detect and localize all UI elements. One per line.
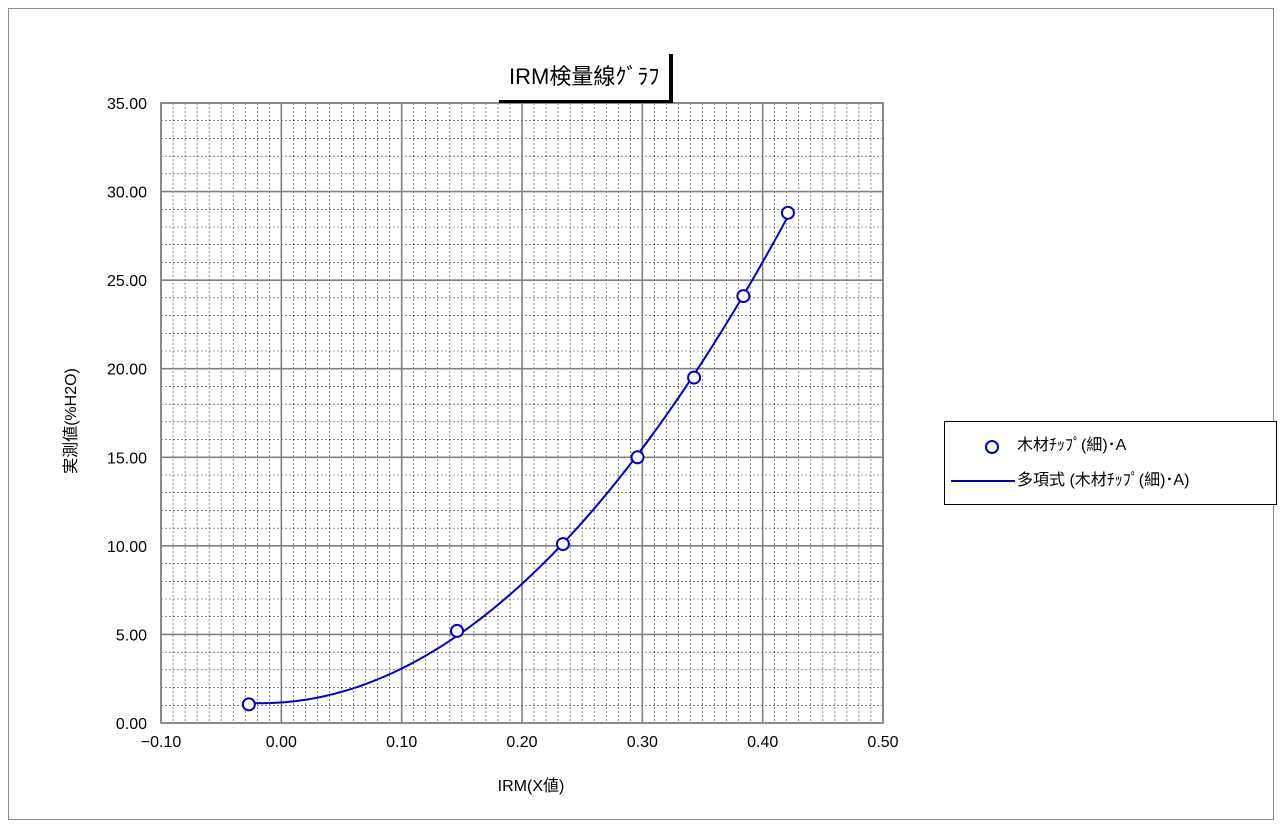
trendline xyxy=(248,215,789,705)
data-point xyxy=(450,623,465,638)
legend-label-trendline: 多項式 (木材ﾁｯﾌﾟ(細)･A) xyxy=(1017,472,1190,489)
y-tick-label: 10.00 xyxy=(107,539,147,556)
data-point xyxy=(241,697,256,712)
chart-area: −0.10 0.00 0.10 0.20 0.30 0.40 0.50 0.00 5.00 10.… xyxy=(8,8,1277,820)
data-point xyxy=(630,450,645,465)
y-tick-label: 20.00 xyxy=(107,362,147,379)
x-tick-label: 0.20 xyxy=(506,734,537,751)
data-point xyxy=(736,289,751,304)
chart-canvas: −0.10 0.00 0.10 0.20 0.30 0.40 0.500.005.0010.… xyxy=(107,96,899,751)
y-tick-label: 35.00 xyxy=(107,96,147,113)
y-tick-label: 0.00 xyxy=(116,716,147,733)
data-point xyxy=(687,370,702,385)
x-tick-label: 0.00 xyxy=(266,734,297,751)
x-tick-label: 0.50 xyxy=(867,734,898,751)
plot-border xyxy=(160,102,884,724)
y-tick-label: 5.00 xyxy=(116,627,147,644)
legend-label-points: 木材ﾁｯﾌﾟ(細)･A xyxy=(1017,437,1127,454)
y-tick-label: 25.00 xyxy=(107,273,147,290)
data-point xyxy=(555,537,570,552)
y-axis-label: 実測値(%H2O) xyxy=(63,368,80,474)
x-tick-label: −0.10 xyxy=(141,734,182,751)
y-tick-label: 30.00 xyxy=(107,185,147,202)
x-axis-label: IRM(X値) xyxy=(497,778,565,795)
line-marker-icon xyxy=(951,480,1015,482)
x-tick-label: 0.30 xyxy=(627,734,658,751)
x-tick-label: 0.10 xyxy=(386,734,417,751)
legend: 木材ﾁｯﾌﾟ(細)･A 多項式 (木材ﾁｯﾌﾟ(細)･A) xyxy=(944,421,1277,505)
circle-marker-icon xyxy=(985,440,999,454)
chart-title: IRM検量線ｸﾞﾗﾌ xyxy=(499,54,674,103)
y-tick-label: 15.00 xyxy=(107,450,147,467)
data-point xyxy=(780,205,795,220)
x-tick-label: 0.40 xyxy=(747,734,778,751)
